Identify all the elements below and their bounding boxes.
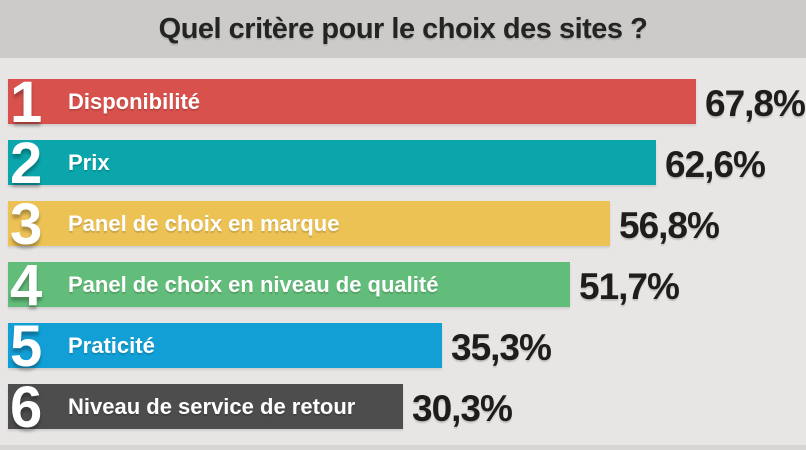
bar-category-label: Niveau de service de retour — [68, 394, 356, 419]
bar: Panel de choix en marque — [8, 201, 610, 246]
rank-number: 4 — [10, 253, 43, 318]
bar-value-label: 30,3% — [412, 388, 513, 429]
rank-number: 6 — [10, 375, 43, 440]
footer-strip — [0, 445, 806, 450]
bar-category-label: Panel de choix en marque — [68, 211, 340, 236]
bar-category-label: Praticité — [68, 333, 155, 358]
bar-value-label: 51,7% — [579, 266, 680, 307]
bar-row-disponibilite: Disponibilité 1 67,8% — [8, 70, 806, 135]
bar: Disponibilité — [8, 79, 696, 124]
rank-number: 2 — [10, 131, 43, 196]
bar: Prix — [8, 140, 656, 185]
bar-value-label: 67,8% — [705, 83, 806, 124]
bar-category-label: Disponibilité — [68, 89, 200, 114]
rank-number: 3 — [10, 192, 43, 257]
chart-title-band: Quel critère pour le choix des sites ? — [0, 0, 806, 58]
bar: Praticité — [8, 323, 442, 368]
bar-row-panel-qualite: Panel de choix en niveau de qualité 4 51… — [8, 253, 806, 318]
bar-value-label: 62,6% — [665, 144, 766, 185]
bar-row-panel-marque: Panel de choix en marque 3 56,8% — [8, 192, 806, 257]
bar-row-prix: Prix 2 62,6% — [8, 131, 806, 196]
rank-number: 5 — [10, 314, 43, 379]
bar-value-label: 56,8% — [619, 205, 720, 246]
bar-category-label: Panel de choix en niveau de qualité — [68, 272, 439, 297]
bar-value-label: 35,3% — [451, 327, 552, 368]
bar-row-praticite: Praticité 5 35,3% — [8, 314, 806, 379]
chart-title: Quel critère pour le choix des sites ? — [158, 13, 648, 45]
bar-row-service-retour: Niveau de service de retour 6 30,3% — [8, 375, 806, 440]
bar-rows: Disponibilité 1 67,8% Prix 2 62,6% Panel… — [0, 58, 806, 445]
bar: Niveau de service de retour — [8, 384, 403, 429]
rank-number: 1 — [10, 70, 43, 135]
bar: Panel de choix en niveau de qualité — [8, 262, 570, 307]
bar-category-label: Prix — [68, 150, 110, 175]
